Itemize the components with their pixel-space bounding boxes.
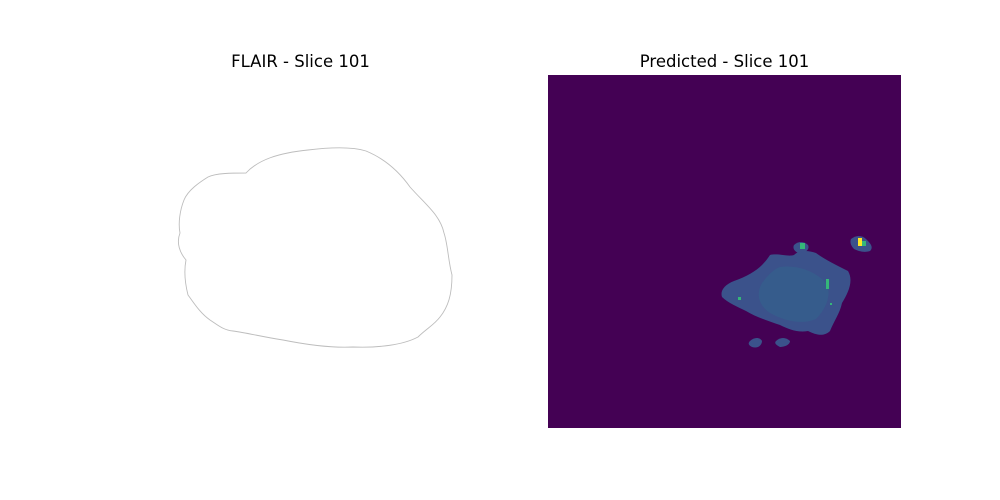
prediction-background [548,75,901,428]
tumor-island-bottom [775,338,790,347]
flair-title: FLAIR - Slice 101 [231,52,370,71]
tumor-region-inner [758,266,829,322]
flair-image [177,147,453,348]
hotspot-top-right-yellow [858,238,862,246]
hotspot-top-green [800,243,805,249]
hotspot-center-green [826,279,829,289]
predicted-title: Predicted - Slice 101 [639,52,810,71]
hotspot-small-green [830,303,832,305]
tumor-island-bottom-left [748,338,762,348]
prediction-image-panel [548,75,901,428]
prediction-image [548,75,901,428]
tumor-region-main [721,251,851,335]
hotspot-left-green [738,297,741,300]
hotspot-top-right-green [862,241,866,246]
flair-image-panel [148,75,501,428]
brain-outline [177,147,453,348]
